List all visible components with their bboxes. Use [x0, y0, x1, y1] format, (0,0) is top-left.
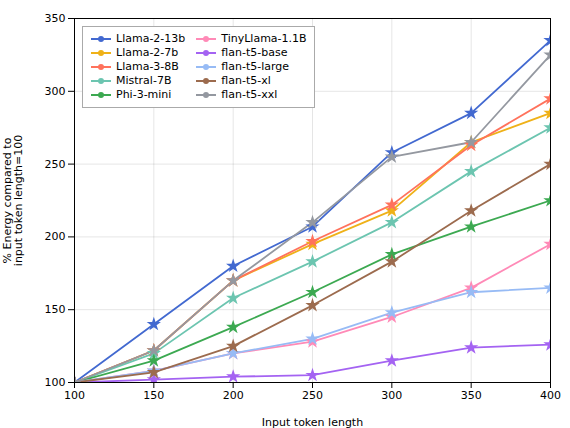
svg-text:350: 350 [461, 389, 482, 402]
html-text:flan-t5-large: flan-t5-large [221, 60, 290, 73]
svg-text:150: 150 [143, 389, 164, 402]
svg-text:200: 200 [45, 230, 66, 243]
svg-text:% Energy compared toinput toke: % Energy compared toinput token length=1… [1, 135, 25, 266]
html-text:Llama-2-7b: Llama-2-7b [116, 46, 179, 59]
svg-text:300: 300 [381, 389, 402, 402]
html-text:flan-t5-base: flan-t5-base [221, 46, 288, 59]
html-text:Phi-3-mini: Phi-3-mini [116, 88, 172, 101]
html-text:Llama-2-13b: Llama-2-13b [116, 32, 186, 45]
svg-text:300: 300 [45, 85, 66, 98]
html-text:Llama-3-8B: Llama-3-8B [116, 60, 179, 73]
html-text:flan-t5-xxl: flan-t5-xxl [221, 88, 278, 101]
svg-text:Input token length: Input token length [262, 416, 363, 428]
svg-text:400: 400 [540, 389, 561, 402]
html-text:Mistral-7B: Mistral-7B [116, 74, 172, 87]
svg-text:150: 150 [45, 303, 66, 316]
svg-text:350: 350 [45, 12, 66, 25]
svg-text:250: 250 [45, 158, 66, 171]
svg-text:200: 200 [223, 389, 244, 402]
html-text:TinyLlama-1.1B: TinyLlama-1.1B [221, 32, 307, 45]
svg-text:100: 100 [45, 376, 66, 389]
html-text:flan-t5-xl: flan-t5-xl [221, 74, 271, 87]
svg-text:250: 250 [302, 389, 323, 402]
svg-text:100: 100 [64, 389, 85, 402]
